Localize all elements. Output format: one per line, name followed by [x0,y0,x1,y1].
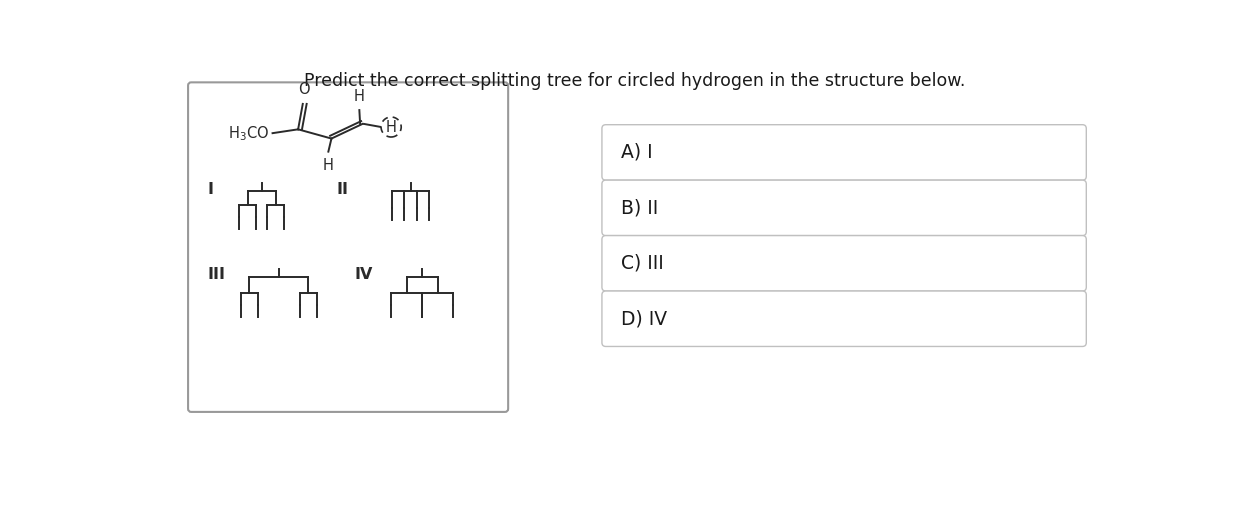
Text: H$_3$CO: H$_3$CO [228,124,270,143]
Text: A) I: A) I [621,143,652,162]
Text: B) II: B) II [621,199,659,218]
Text: I: I [208,182,213,197]
Text: IV: IV [355,267,373,282]
FancyBboxPatch shape [602,291,1086,346]
Text: H: H [323,158,334,173]
Text: H: H [386,120,396,134]
FancyBboxPatch shape [602,180,1086,235]
Text: O: O [298,82,311,97]
FancyBboxPatch shape [188,83,508,412]
Text: D) IV: D) IV [621,309,667,328]
FancyBboxPatch shape [602,125,1086,180]
Text: H: H [354,89,365,104]
FancyBboxPatch shape [602,235,1086,291]
Text: II: II [337,182,349,197]
Text: Predict the correct splitting tree for circled hydrogen in the structure below.: Predict the correct splitting tree for c… [303,72,966,90]
Circle shape [381,117,401,137]
Text: C) III: C) III [621,254,664,273]
Text: III: III [208,267,225,282]
